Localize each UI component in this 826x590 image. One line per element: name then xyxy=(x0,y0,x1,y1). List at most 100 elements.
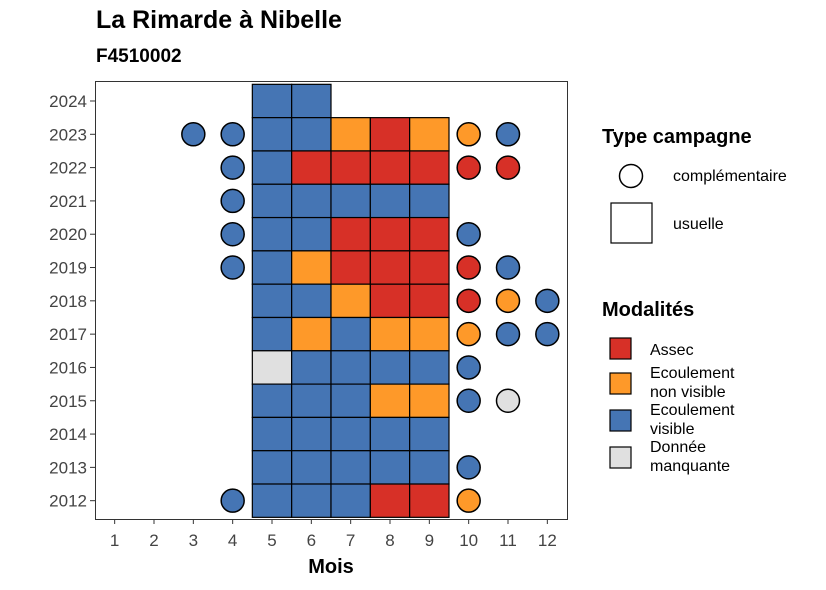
legend-type-label: usuelle xyxy=(673,216,724,233)
cell-2023-5 xyxy=(251,117,293,152)
legend-modalites-title: Modalités xyxy=(602,299,694,321)
point-2019-11 xyxy=(495,255,521,280)
cell-2018-7 xyxy=(330,283,371,319)
legend-type-title: Type campagne xyxy=(602,126,752,148)
cell-2015-7 xyxy=(330,383,371,419)
cell-2022-5 xyxy=(251,150,293,185)
y-tick-label: 2013 xyxy=(49,458,87,477)
point-2017-12 xyxy=(535,321,560,347)
cell-2021-6 xyxy=(291,183,332,219)
x-tick-label: 8 xyxy=(385,531,394,550)
cell-2019-6 xyxy=(291,250,332,285)
point-2021-4 xyxy=(220,188,245,214)
legend-circle-key xyxy=(618,163,644,189)
cell-2016-5 xyxy=(251,350,293,385)
point-2018-10 xyxy=(456,288,481,314)
cell-2014-8 xyxy=(369,416,411,452)
x-tick-label: 12 xyxy=(538,531,557,550)
y-tick-label: 2024 xyxy=(49,92,87,111)
y-tick-label: 2023 xyxy=(49,125,87,144)
cell-2017-8 xyxy=(369,316,411,352)
cell-2020-8 xyxy=(369,216,411,252)
cell-2019-7 xyxy=(330,250,371,285)
point-2022-4 xyxy=(220,155,245,180)
point-2023-3 xyxy=(181,122,206,147)
cell-2021-5 xyxy=(251,183,293,219)
cell-2012-7 xyxy=(330,483,371,518)
legend-type-label: complémentaire xyxy=(673,168,787,185)
cell-2020-7 xyxy=(330,216,371,252)
cell-2023-7 xyxy=(330,117,371,152)
y-tick-label: 2015 xyxy=(49,392,87,411)
point-2020-10 xyxy=(456,221,481,247)
cell-2021-8 xyxy=(369,183,411,219)
cell-2012-8 xyxy=(369,483,411,518)
x-axis-title: Mois xyxy=(308,556,354,578)
y-tick-label: 2022 xyxy=(49,159,87,178)
y-tick-label: 2018 xyxy=(49,292,87,311)
point-2023-10 xyxy=(456,122,481,147)
legend: Type campagne complémentaire usuelle Modali… xyxy=(602,126,787,475)
legend-modalite-label: Ecoulement xyxy=(650,365,735,382)
cell-2020-9 xyxy=(409,216,450,252)
cell-2013-6 xyxy=(291,450,332,485)
cell-2015-9 xyxy=(409,383,450,419)
cell-2021-7 xyxy=(330,183,371,219)
cell-2014-9 xyxy=(409,416,450,452)
point-2012-10 xyxy=(456,488,481,513)
cell-2016-9 xyxy=(409,350,450,385)
cell-2015-5 xyxy=(251,383,293,419)
cell-2017-6 xyxy=(291,316,332,352)
cell-2022-6 xyxy=(291,150,332,185)
y-tick-label: 2014 xyxy=(49,425,87,444)
legend-key-ecoulement-visible xyxy=(609,409,632,432)
x-tick-label: 5 xyxy=(267,531,276,550)
point-2020-4 xyxy=(220,221,245,247)
cell-2016-7 xyxy=(330,350,371,385)
cell-2015-8 xyxy=(369,383,411,419)
x-tick-label: 1 xyxy=(110,531,119,550)
cell-2013-8 xyxy=(369,450,411,485)
cell-2023-8 xyxy=(369,117,411,152)
cell-2023-6 xyxy=(291,117,332,152)
cell-2019-5 xyxy=(251,250,293,285)
point-2022-10 xyxy=(456,155,481,180)
legend-modalite-label: non visible xyxy=(650,384,726,401)
cell-2024-6 xyxy=(291,83,332,119)
cell-2016-6 xyxy=(291,350,332,385)
x-tick-label: 11 xyxy=(499,531,517,550)
legend-modalite-label: Assec xyxy=(650,342,694,359)
cell-2023-9 xyxy=(409,117,450,152)
x-tick-label: 3 xyxy=(189,531,198,550)
y-tick-label: 2012 xyxy=(49,492,87,511)
x-tick-label: 6 xyxy=(307,531,316,550)
cell-2014-7 xyxy=(330,416,371,452)
x-tick-label: 10 xyxy=(459,531,478,550)
point-2023-11 xyxy=(495,122,521,147)
x-tick-label: 4 xyxy=(228,531,237,550)
legend-modalite-label: manquante xyxy=(650,458,730,475)
legend-modalite-label: Donnée xyxy=(650,439,706,456)
chart-subtitle: F4510002 xyxy=(96,46,182,67)
cell-2019-9 xyxy=(409,250,450,285)
cell-2019-8 xyxy=(369,250,411,285)
point-2017-11 xyxy=(495,321,521,347)
cell-2018-6 xyxy=(291,283,332,319)
x-axis: 1 2 3 4 5 6 7 8 9 10 11 12 xyxy=(110,519,557,550)
point-2019-10 xyxy=(456,255,481,280)
cell-2018-8 xyxy=(369,283,411,319)
legend-key-ecoulement-non-visible xyxy=(609,372,632,395)
cell-2017-9 xyxy=(409,316,450,352)
point-2018-11 xyxy=(495,288,521,314)
cell-2014-5 xyxy=(251,416,293,452)
point-2023-4 xyxy=(220,122,245,147)
cell-2017-5 xyxy=(251,316,293,352)
cell-2014-6 xyxy=(291,416,332,452)
point-2013-10 xyxy=(456,455,481,480)
cell-2022-8 xyxy=(369,150,411,185)
cell-2020-6 xyxy=(291,216,332,252)
y-tick-label: 2017 xyxy=(49,325,87,344)
point-2015-11 xyxy=(495,388,521,414)
point-2012-4 xyxy=(220,488,245,513)
